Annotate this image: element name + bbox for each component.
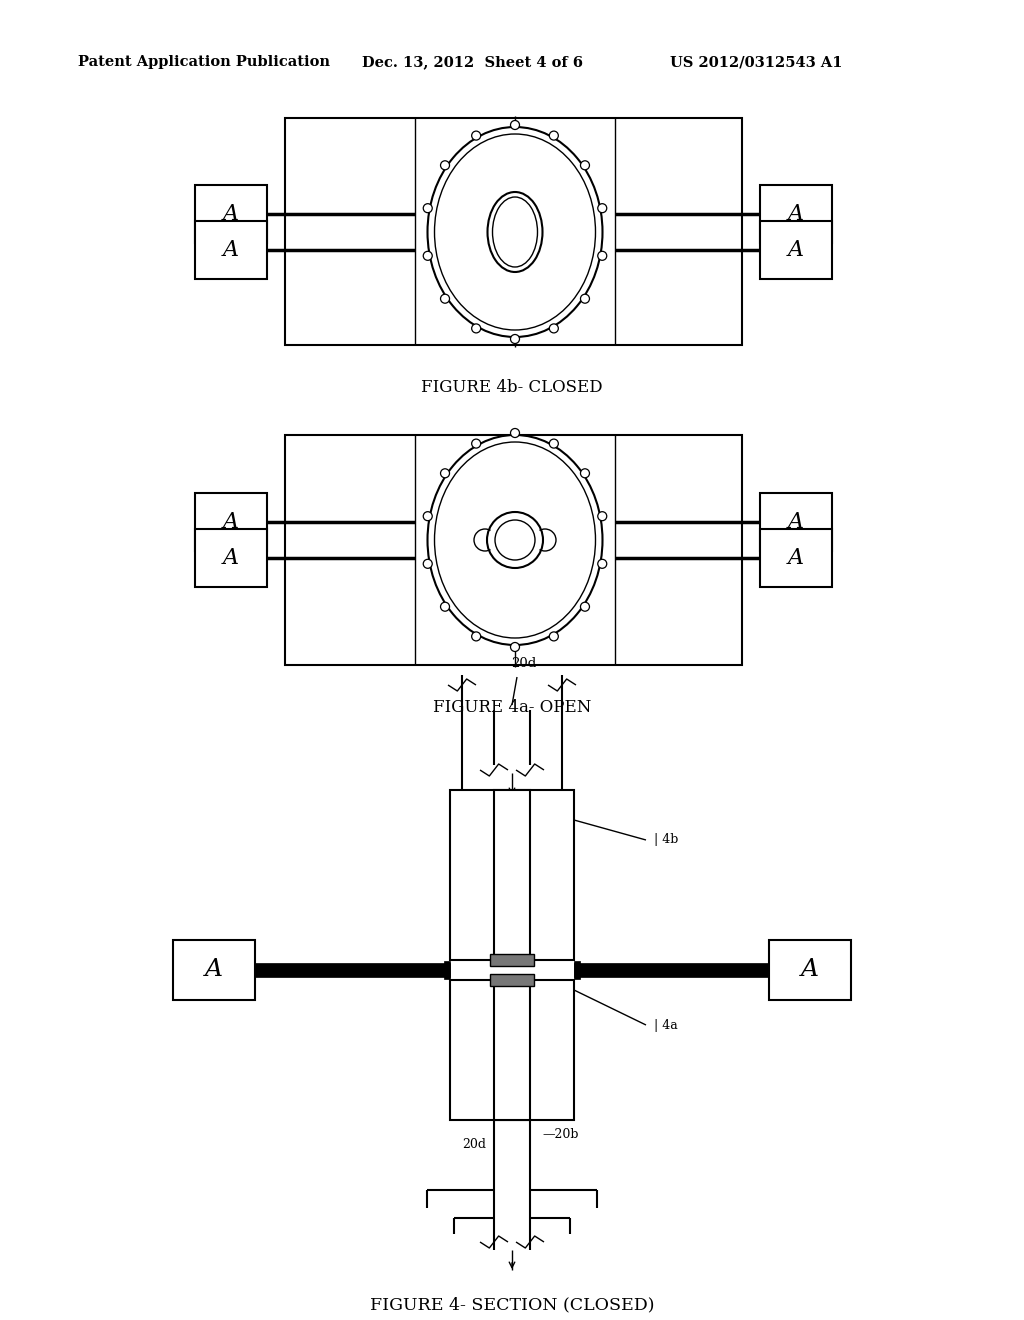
Text: A: A — [205, 958, 223, 982]
Circle shape — [549, 440, 558, 447]
Circle shape — [598, 512, 607, 520]
Ellipse shape — [487, 191, 543, 272]
Bar — [760, 185, 831, 243]
Circle shape — [549, 323, 558, 333]
Circle shape — [472, 632, 480, 642]
Text: | 4b: | 4b — [654, 833, 678, 846]
Circle shape — [581, 469, 590, 478]
Text: FIGURE 4a- OPEN: FIGURE 4a- OPEN — [433, 698, 591, 715]
Ellipse shape — [427, 127, 602, 337]
Bar — [444, 961, 450, 979]
Text: 20d: 20d — [511, 657, 537, 671]
Text: A: A — [223, 203, 239, 224]
Bar — [574, 961, 580, 979]
Text: FIGURE 4- SECTION (CLOSED): FIGURE 4- SECTION (CLOSED) — [370, 1296, 654, 1313]
Bar — [490, 954, 534, 966]
Text: FIGURE 4b- CLOSED: FIGURE 4b- CLOSED — [421, 379, 603, 396]
Bar — [760, 220, 831, 279]
Bar — [195, 185, 267, 243]
Circle shape — [598, 560, 607, 569]
Circle shape — [440, 469, 450, 478]
Circle shape — [472, 323, 480, 333]
Circle shape — [440, 602, 450, 611]
Bar — [760, 492, 831, 550]
Bar — [760, 529, 831, 587]
Bar — [255, 964, 450, 977]
Bar — [450, 789, 574, 960]
Circle shape — [549, 632, 558, 642]
Bar — [195, 529, 267, 587]
Circle shape — [440, 294, 450, 304]
Text: A: A — [223, 546, 239, 569]
Text: 20d: 20d — [462, 1138, 486, 1151]
Circle shape — [511, 334, 519, 343]
Bar — [195, 220, 267, 279]
Bar — [494, 979, 530, 1119]
Text: US 2012/0312543 A1: US 2012/0312543 A1 — [670, 55, 843, 69]
Text: A: A — [787, 511, 804, 533]
Bar — [494, 789, 530, 960]
Circle shape — [581, 602, 590, 611]
Circle shape — [487, 512, 543, 568]
Bar — [490, 974, 534, 986]
Circle shape — [472, 440, 480, 447]
Text: A: A — [223, 239, 239, 261]
Bar — [769, 940, 851, 1001]
Bar — [173, 940, 255, 1001]
Text: Dec. 13, 2012  Sheet 4 of 6: Dec. 13, 2012 Sheet 4 of 6 — [362, 55, 583, 69]
Circle shape — [581, 161, 590, 170]
Circle shape — [581, 294, 590, 304]
Text: Patent Application Publication: Patent Application Publication — [78, 55, 330, 69]
Circle shape — [440, 161, 450, 170]
Circle shape — [511, 429, 519, 437]
Circle shape — [423, 560, 432, 569]
Circle shape — [549, 131, 558, 140]
Text: A: A — [787, 546, 804, 569]
Circle shape — [511, 120, 519, 129]
Text: A: A — [787, 203, 804, 224]
Ellipse shape — [427, 436, 602, 645]
Circle shape — [598, 251, 607, 260]
Bar — [574, 964, 769, 977]
Text: A: A — [223, 511, 239, 533]
Circle shape — [423, 251, 432, 260]
Text: | 4a: | 4a — [654, 1019, 678, 1031]
Bar — [285, 436, 742, 665]
Bar — [450, 979, 574, 1119]
Bar — [285, 117, 742, 345]
Circle shape — [423, 203, 432, 213]
Circle shape — [423, 512, 432, 520]
Text: —20b: —20b — [542, 1129, 579, 1142]
Bar — [195, 492, 267, 550]
Circle shape — [598, 203, 607, 213]
Text: A: A — [801, 958, 819, 982]
Circle shape — [472, 131, 480, 140]
Text: A: A — [787, 239, 804, 261]
Circle shape — [511, 643, 519, 652]
